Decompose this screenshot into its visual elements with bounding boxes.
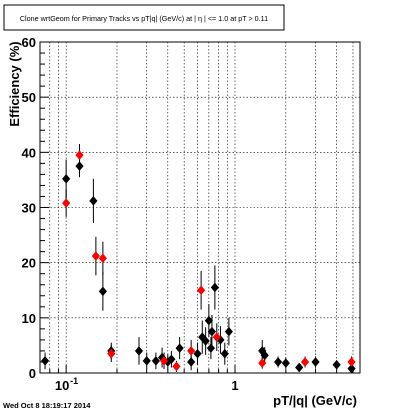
- data-point-red: [98, 241, 108, 275]
- data-point-red: [107, 345, 116, 362]
- diamond-marker: [75, 150, 84, 160]
- data-point-black: [224, 317, 234, 346]
- data-point-black: [201, 327, 210, 355]
- data-point-black: [89, 178, 98, 223]
- data-points: [40, 144, 356, 374]
- diamond-marker: [311, 357, 320, 367]
- data-point-red: [258, 357, 267, 369]
- diamond-marker: [347, 357, 356, 367]
- data-point-red: [75, 144, 84, 167]
- diamond-marker: [89, 195, 98, 206]
- x-axis-label: pT/|q| (GeV/c): [273, 393, 357, 408]
- diamond-marker: [134, 346, 144, 356]
- diamond-marker: [273, 357, 283, 367]
- y-tick-label: 60: [22, 35, 36, 50]
- title-box: [3, 4, 285, 31]
- data-point-black: [311, 356, 320, 368]
- y-tick-label: 0: [29, 366, 36, 381]
- y-tick-label: 10: [22, 311, 36, 326]
- diamond-marker: [62, 173, 71, 184]
- diamond-marker: [196, 285, 206, 296]
- diamond-marker: [207, 326, 217, 337]
- data-point-black: [210, 265, 220, 310]
- data-point-black: [220, 342, 229, 365]
- diamond-marker: [347, 363, 356, 374]
- x-tick-label: 1: [231, 378, 238, 393]
- data-point-black: [151, 352, 161, 370]
- diamond-marker: [175, 343, 184, 354]
- data-point-black: [260, 347, 269, 364]
- data-point-red: [212, 323, 221, 351]
- y-tick-label: 40: [22, 145, 36, 160]
- diamond-marker: [204, 315, 213, 326]
- data-point-red: [300, 356, 310, 368]
- diamond-marker: [332, 359, 341, 370]
- data-point-black: [134, 337, 144, 365]
- data-point-red: [187, 339, 196, 362]
- data-point-black: [206, 337, 216, 360]
- diamond-marker: [91, 251, 101, 261]
- x-tick-label-exponent: -1: [70, 376, 78, 386]
- diamond-marker: [201, 336, 210, 346]
- data-point-black: [207, 315, 217, 349]
- data-point-black: [98, 272, 108, 311]
- diamond-marker: [281, 358, 290, 368]
- diamond-marker: [193, 348, 202, 359]
- data-point-red: [62, 189, 71, 217]
- diamond-marker: [210, 282, 220, 293]
- data-point-red: [347, 356, 356, 368]
- data-point-red: [196, 270, 206, 310]
- x-tick-label: 10: [55, 378, 69, 393]
- diamond-marker: [187, 346, 196, 356]
- data-point-black: [175, 337, 184, 360]
- x-axis: 10 -1 1: [39, 365, 354, 393]
- diamond-marker: [260, 350, 269, 361]
- diamond-marker: [258, 358, 267, 368]
- data-point-black: [332, 359, 341, 370]
- diamond-marker: [220, 348, 229, 359]
- data-point-black: [281, 357, 290, 369]
- diamond-marker: [107, 348, 116, 359]
- diamond-marker: [151, 355, 161, 366]
- data-point-red: [159, 352, 169, 370]
- diamond-marker: [98, 286, 108, 297]
- chart-title: Clone wrtGeom for Primary Tracks vs pT|q…: [20, 14, 268, 23]
- y-axis: 0 10 20 30 40 50 60: [22, 35, 49, 381]
- diamond-marker: [62, 198, 71, 208]
- y-axis-label: Efficiency (%): [7, 41, 22, 126]
- data-point-red: [172, 360, 181, 372]
- data-point-black: [142, 352, 151, 370]
- data-point-black: [167, 350, 176, 368]
- diamond-marker: [206, 343, 216, 354]
- y-tick-label: 20: [22, 256, 36, 271]
- data-point-black: [295, 362, 304, 373]
- diamond-marker: [224, 326, 234, 337]
- data-point-black: [193, 342, 202, 365]
- y-tick-label: 50: [22, 90, 36, 105]
- data-point-black: [40, 352, 50, 370]
- diamond-marker: [295, 362, 304, 373]
- diamond-marker: [159, 355, 169, 366]
- diamond-marker: [212, 332, 221, 343]
- diamond-marker: [300, 357, 310, 367]
- diamond-marker: [172, 361, 181, 372]
- diamond-marker: [98, 253, 108, 264]
- data-point-black: [273, 356, 283, 368]
- diamond-marker: [142, 355, 151, 366]
- data-point-red: [91, 236, 101, 276]
- timestamp: Wed Oct 8 18:19:17 2014: [3, 401, 91, 410]
- diamond-marker: [40, 355, 50, 366]
- diamond-marker: [167, 354, 176, 365]
- y-tick-label: 30: [22, 201, 36, 216]
